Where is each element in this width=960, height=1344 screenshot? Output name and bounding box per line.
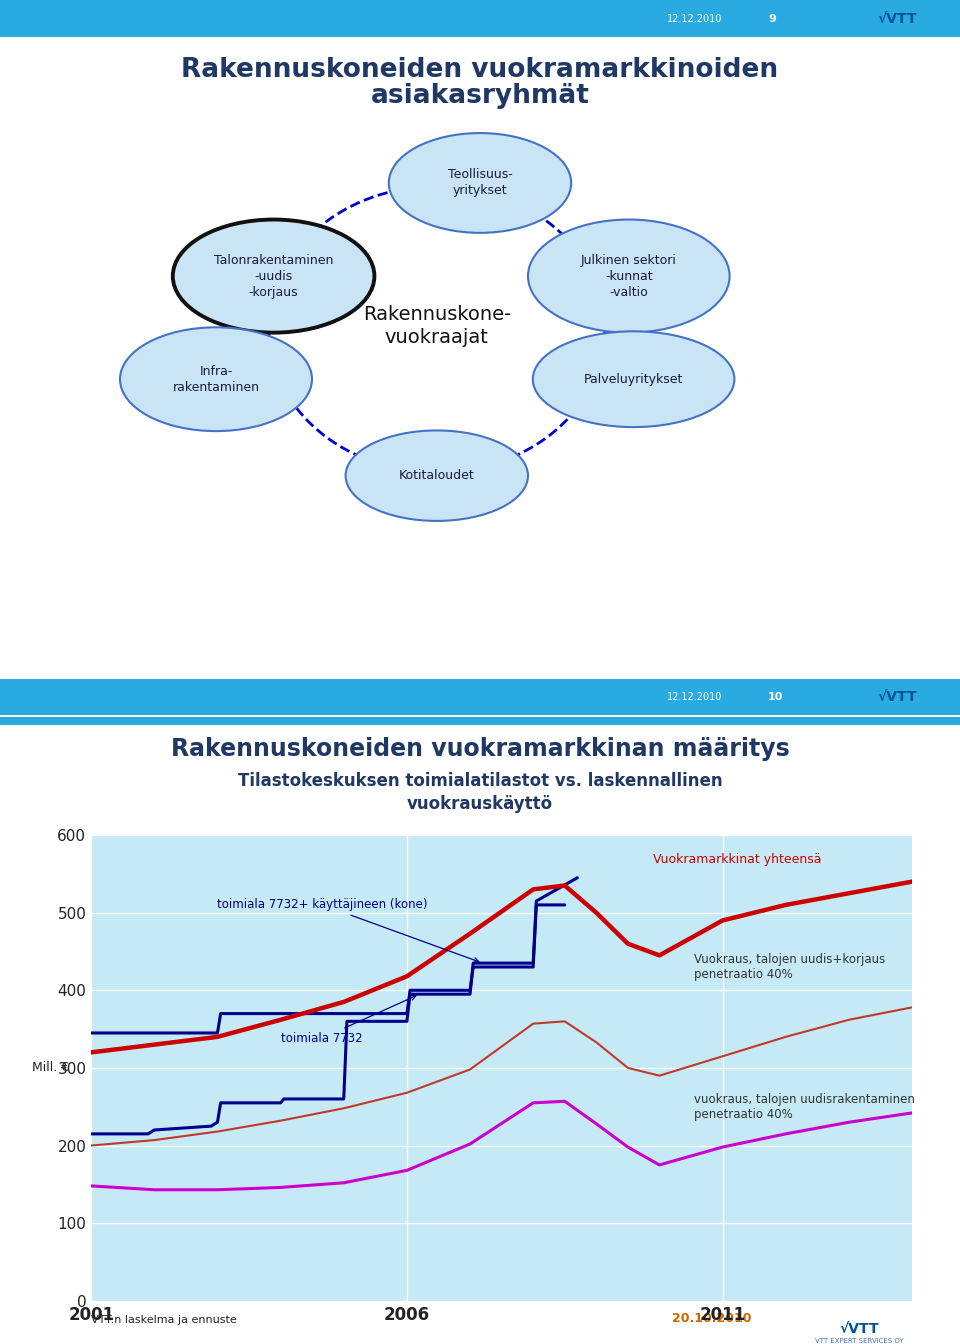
Text: VTT EXPERT SERVICES OY: VTT EXPERT SERVICES OY xyxy=(815,1339,903,1344)
Text: 20.10.2010: 20.10.2010 xyxy=(672,1312,752,1325)
Bar xyxy=(0,679,960,715)
Ellipse shape xyxy=(533,332,734,427)
Text: 12.12.2010: 12.12.2010 xyxy=(667,692,723,703)
Text: Julkinen sektori
-kunnat
-valtio: Julkinen sektori -kunnat -valtio xyxy=(581,254,677,298)
Ellipse shape xyxy=(346,430,528,521)
Text: Rakennuskone-
vuokraajat: Rakennuskone- vuokraajat xyxy=(363,305,511,347)
Text: VTT:n laskelma ja ennuste: VTT:n laskelma ja ennuste xyxy=(91,1316,237,1325)
Ellipse shape xyxy=(389,133,571,233)
Ellipse shape xyxy=(120,328,312,431)
Text: vuokrauskäyttö: vuokrauskäyttö xyxy=(407,794,553,813)
Text: 12.12.2010: 12.12.2010 xyxy=(667,13,723,24)
Text: √VTT: √VTT xyxy=(877,691,918,704)
Text: √VTT: √VTT xyxy=(839,1322,879,1336)
Ellipse shape xyxy=(173,219,374,333)
Text: Infra-
rakentaminen: Infra- rakentaminen xyxy=(173,364,259,394)
Text: Palveluyritykset: Palveluyritykset xyxy=(584,372,684,386)
Text: Talonrakentaminen
-uudis
-korjaus: Talonrakentaminen -uudis -korjaus xyxy=(214,254,333,298)
Text: 9: 9 xyxy=(768,13,776,24)
Text: 10: 10 xyxy=(768,692,783,703)
Text: Mill. €: Mill. € xyxy=(32,1062,69,1074)
Text: asiakasryhmät: asiakasryhmät xyxy=(371,83,589,109)
Text: Teollisuus-
yritykset: Teollisuus- yritykset xyxy=(447,168,513,198)
Text: Rakennuskoneiden vuokramarkkinoiden: Rakennuskoneiden vuokramarkkinoiden xyxy=(181,56,779,83)
Text: Rakennuskoneiden vuokramarkkinan määritys: Rakennuskoneiden vuokramarkkinan määrity… xyxy=(171,737,789,761)
Text: Kotitaloudet: Kotitaloudet xyxy=(399,469,474,482)
Bar xyxy=(0,718,960,726)
Bar xyxy=(0,0,960,36)
Text: Tilastokeskuksen toimialatilastot vs. laskennallinen: Tilastokeskuksen toimialatilastot vs. la… xyxy=(238,771,722,789)
Text: √VTT: √VTT xyxy=(877,12,918,26)
Ellipse shape xyxy=(528,219,730,333)
